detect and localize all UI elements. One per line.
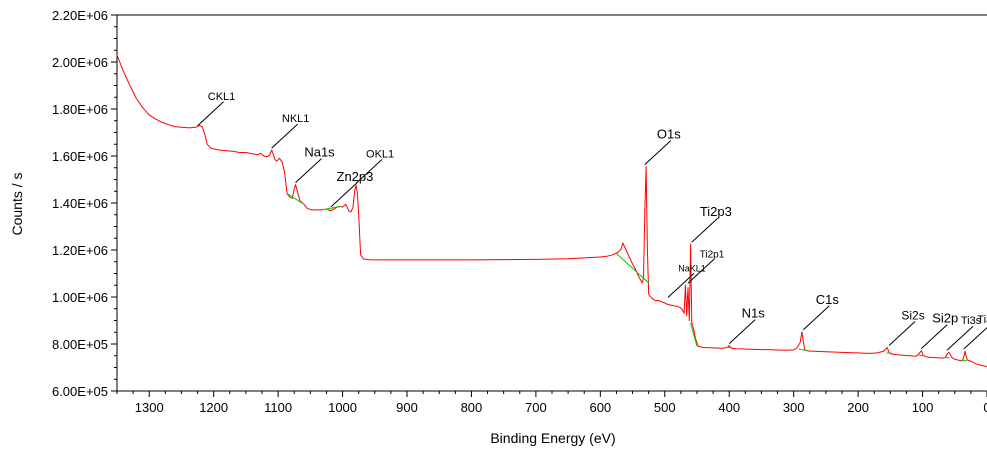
y-tick-label: 8.00E+05 xyxy=(52,337,108,352)
x-axis-title: Binding Energy (eV) xyxy=(490,430,615,446)
peak-leader-line xyxy=(963,326,987,350)
x-tick-label: 300 xyxy=(783,400,805,415)
peak-leader-line xyxy=(687,258,715,284)
background-fit-segment xyxy=(616,253,650,284)
peak-leader-line xyxy=(330,182,358,208)
peak-label: Na1s xyxy=(304,145,335,160)
y-tick-label: 1.20E+06 xyxy=(52,243,108,258)
peak-leader-line xyxy=(888,321,916,346)
peak-leader-line xyxy=(355,159,383,184)
peak-label: OKL1 xyxy=(366,148,394,160)
y-tick-label: 2.00E+06 xyxy=(52,55,108,70)
background-fit-segment xyxy=(286,193,305,205)
x-tick-label: 1000 xyxy=(328,400,357,415)
y-tick-label: 6.00E+05 xyxy=(52,384,108,399)
x-tick-label: 700 xyxy=(525,400,547,415)
spectrum-line xyxy=(116,54,987,368)
peak-label: NaKL1 xyxy=(678,263,706,273)
x-tick-label: 600 xyxy=(589,400,611,415)
peak-label: Ti3s xyxy=(961,315,982,327)
peak-leader-line xyxy=(691,217,719,243)
peak-label: Ti2p3 xyxy=(700,204,732,219)
y-axis-title: Counts / s xyxy=(9,172,25,235)
peak-label: CKL1 xyxy=(208,91,236,103)
y-tick-label: 1.80E+06 xyxy=(52,102,108,117)
x-tick-label: 1200 xyxy=(199,400,228,415)
peak-leader-line xyxy=(644,140,672,165)
peak-label: Zn2p3 xyxy=(337,169,374,184)
peak-leader-line xyxy=(728,319,756,345)
peak-leader-line xyxy=(946,325,974,351)
peak-label: Si2s xyxy=(901,309,924,323)
x-axis-ticks: 1300 1200 1100 1000 900 800 700 600 500 400 300 200… xyxy=(116,391,987,415)
peak-label: C1s xyxy=(816,292,840,307)
peak-leader-line xyxy=(197,101,224,127)
x-tick-label: 1300 xyxy=(135,400,164,415)
background-fit-segment xyxy=(690,322,698,347)
peak-leader-line xyxy=(802,305,830,331)
y-tick-label: 1.40E+06 xyxy=(52,196,108,211)
x-tick-label: 500 xyxy=(654,400,676,415)
peak-leader-line xyxy=(295,158,322,184)
peak-leader-line xyxy=(920,324,948,349)
peak-label: N1s xyxy=(742,306,766,321)
peak-label: Ti3p xyxy=(977,314,987,326)
x-tick-label: 900 xyxy=(396,400,418,415)
x-tick-label: 1100 xyxy=(264,400,292,415)
peak-label: NKL1 xyxy=(282,113,310,125)
series-layer xyxy=(116,54,987,368)
x-tick-label: 200 xyxy=(847,400,869,415)
background-fit-layer xyxy=(286,193,967,361)
peak-label: Ti2p1 xyxy=(700,249,725,260)
peak-leader-line xyxy=(667,272,695,298)
y-tick-label: 1.00E+06 xyxy=(52,290,108,305)
y-tick-label: 1.60E+06 xyxy=(52,149,108,164)
peak-label: O1s xyxy=(657,127,681,142)
x-tick-label: 800 xyxy=(461,400,483,415)
peak-label: Si2p xyxy=(932,311,958,326)
plot-frame xyxy=(116,14,987,392)
y-axis-ticks: 6.00E+05 8.00E+05 1.00E+06 1.20E+06 1.40E+06… xyxy=(52,8,117,399)
x-tick-label: 0 xyxy=(983,400,987,415)
y-tick-label: 2.20E+06 xyxy=(52,8,108,23)
background-fit-segment xyxy=(798,348,808,352)
x-tick-label: 100 xyxy=(912,400,934,415)
x-tick-label: 400 xyxy=(718,400,740,415)
peak-leader-line xyxy=(271,123,299,149)
background-fit-segment xyxy=(323,206,340,211)
